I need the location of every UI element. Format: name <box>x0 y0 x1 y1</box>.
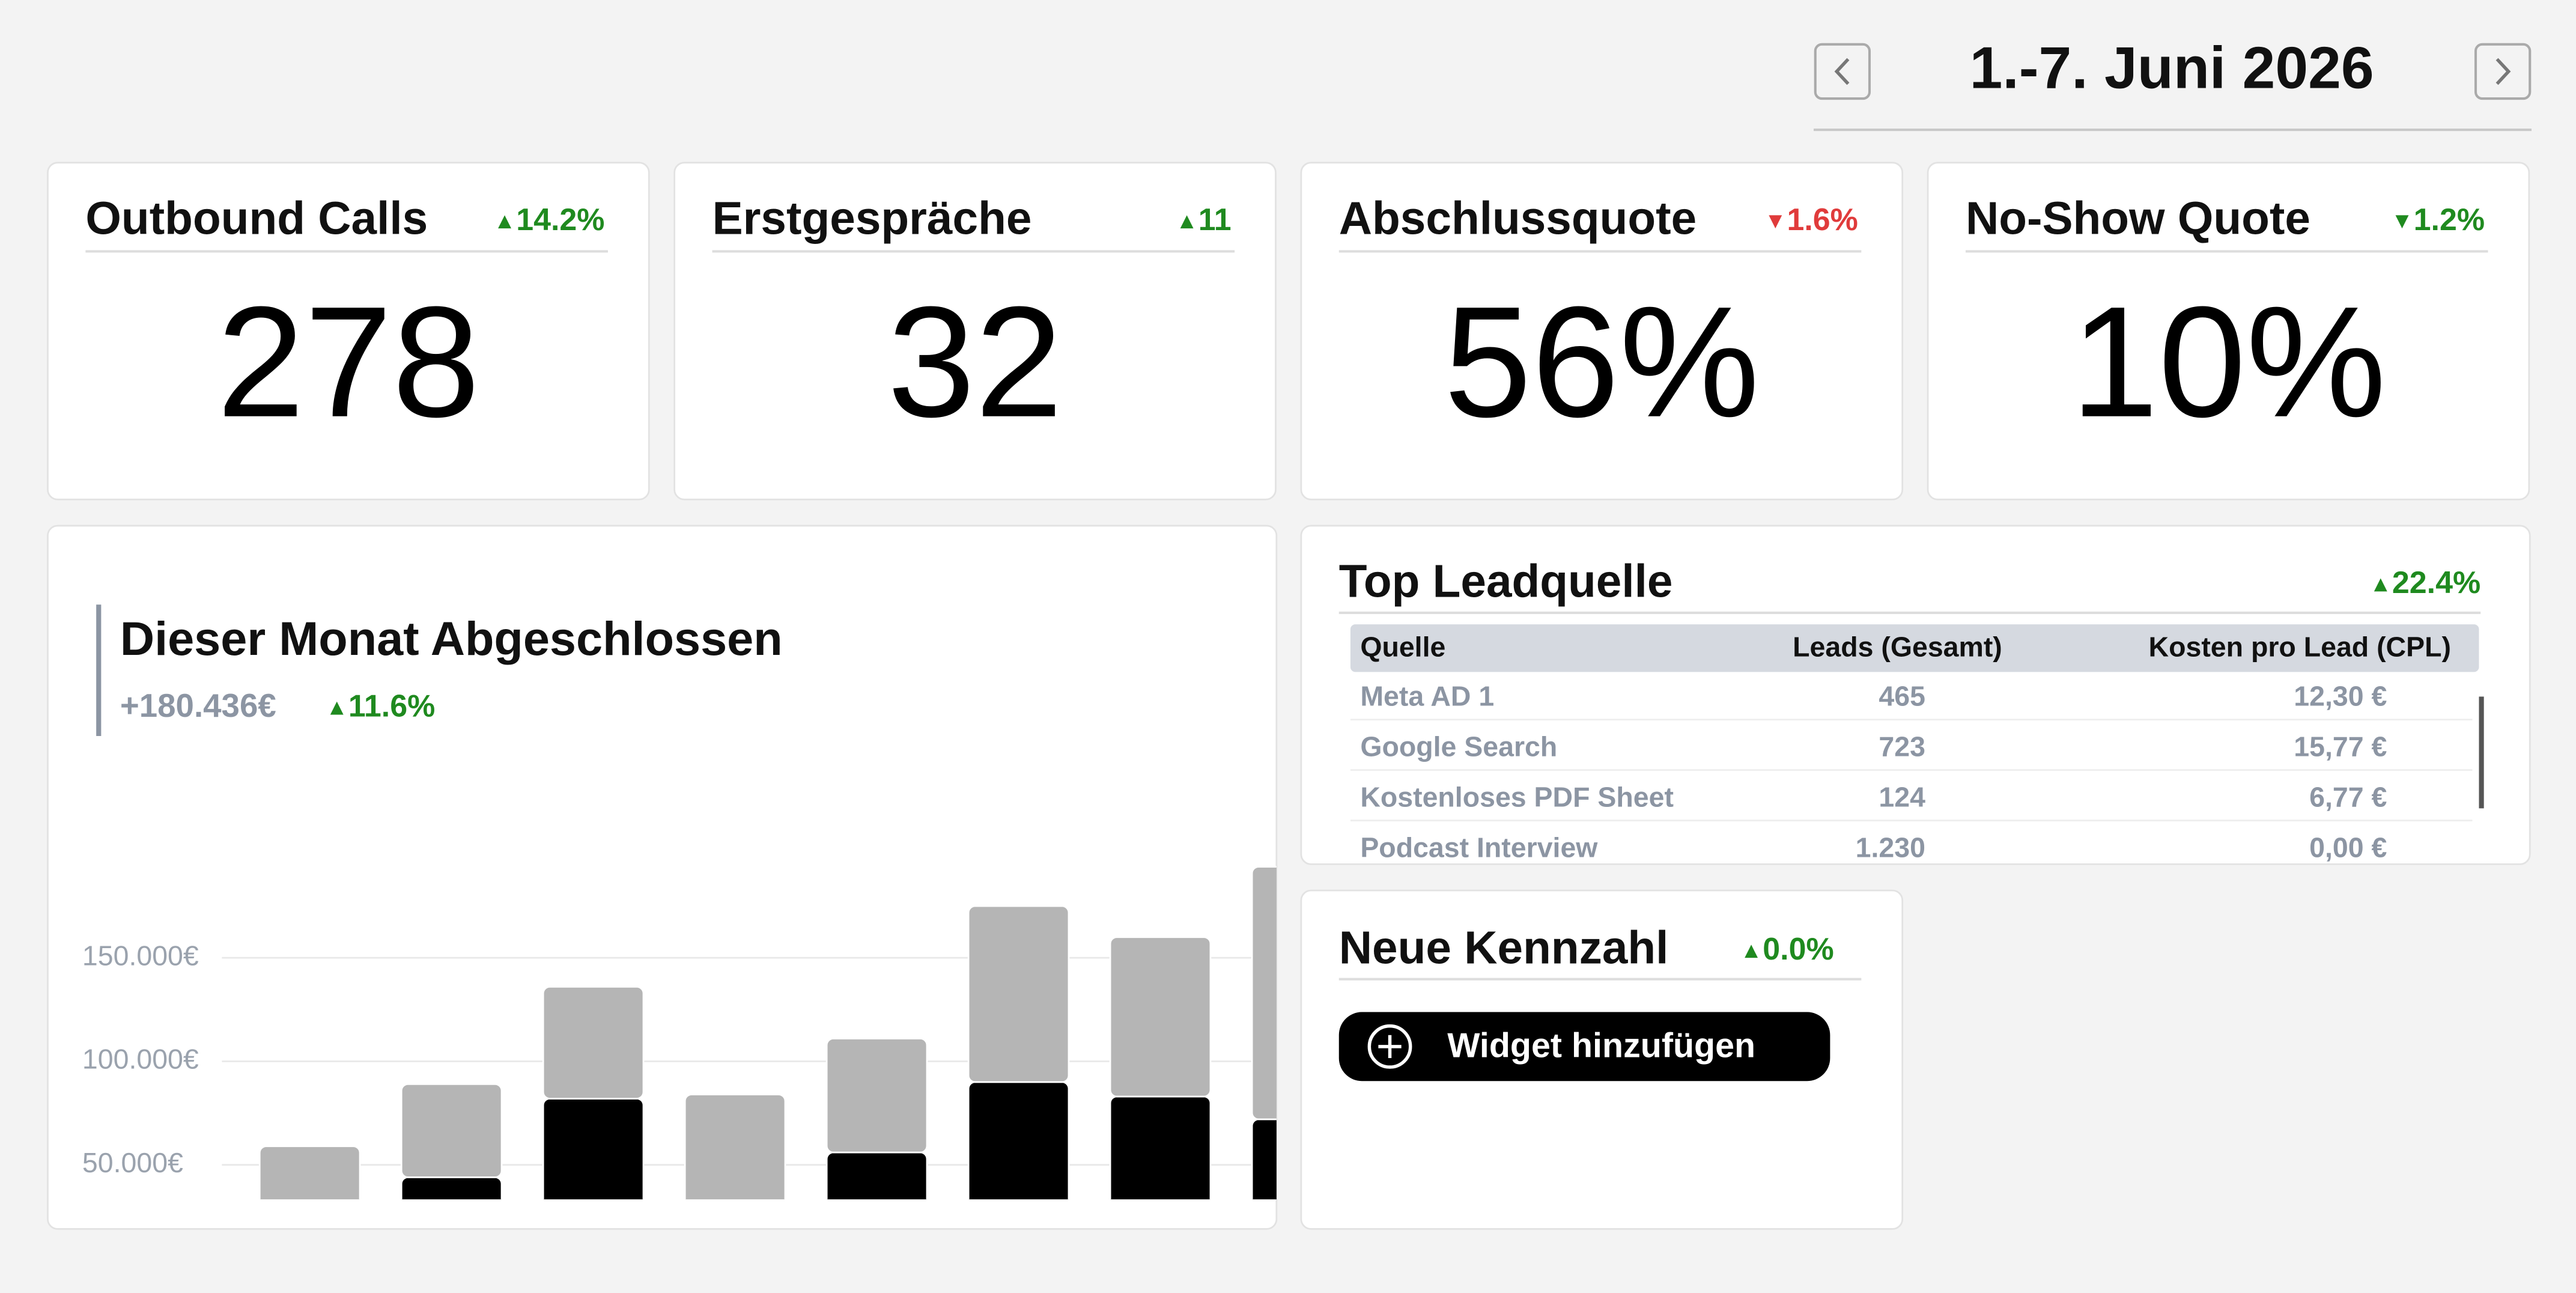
bar-segment <box>258 1145 361 1200</box>
kpi-value: 56% <box>1444 273 1760 450</box>
trend-change: 0.0% <box>1763 932 1833 967</box>
bar-segment <box>1251 866 1277 1121</box>
kpi-card <box>47 162 650 500</box>
trend-arrow <box>330 701 344 715</box>
column-header: Leads (Gesamt) <box>1793 631 2002 662</box>
y-tick-label: 150.000€ <box>82 940 199 971</box>
next-icon <box>2496 58 2511 85</box>
table-cell: 124 <box>1879 781 1925 812</box>
bar-segment <box>967 905 1070 1083</box>
next-button[interactable] <box>2474 43 2532 100</box>
plus-icon <box>1378 1035 1402 1058</box>
table-cell: 6,77 € <box>2309 781 2387 812</box>
button-label: Widget hinzufügen <box>1447 1027 1755 1065</box>
kpi-value: 32 <box>887 273 1063 450</box>
bar-segment <box>400 1083 503 1178</box>
leads-card <box>1300 525 2531 865</box>
prev-button[interactable] <box>1814 43 1871 100</box>
leads-title: Top Leadquelle <box>1339 556 1673 607</box>
bar-chart <box>222 866 1277 1200</box>
kpi-title: No-Show Quote <box>1966 193 2310 244</box>
kpi-title: Abschlussquote <box>1339 193 1697 244</box>
trend-change: 11.6% <box>348 689 435 723</box>
trend-change: 22.4% <box>2392 565 2480 600</box>
column-header: Quelle <box>1360 631 1445 662</box>
table-cell: Google Search <box>1360 731 1557 762</box>
kpi-row: Outbound Calls 14.2% 278 Erstgespräche 11 32 A… <box>47 162 2530 500</box>
y-tick-label: 50.000€ <box>82 1147 183 1178</box>
revenue-amount: +180.436€ <box>120 687 276 724</box>
bar-segment <box>542 986 645 1100</box>
table-cell: 465 <box>1879 680 1925 711</box>
kpi-card <box>1300 162 1904 500</box>
trend-change: 1.6% <box>1787 202 1858 237</box>
kpi-card <box>673 162 1277 500</box>
date-range: 1.-7. Juni 2026 <box>1970 34 2374 100</box>
leads-table: Meta AD 1 465 12,30 € Google Search 723 15,77… <box>1350 680 2473 863</box>
revenue-title: Dieser Monat Abgeschlossen <box>120 612 783 665</box>
table-cell: 0,00 € <box>2309 832 2387 863</box>
table-cell: Meta AD 1 <box>1360 680 1494 711</box>
trend-change: 14.2% <box>516 202 604 237</box>
table-cell: 12,30 € <box>2294 680 2387 711</box>
kpi-value: 278 <box>217 273 480 450</box>
trend-arrow <box>2374 578 2387 592</box>
table-cell: 723 <box>1879 731 1925 762</box>
add-widget-button[interactable] <box>1338 1012 1830 1082</box>
kpi-value: 10% <box>2071 273 2386 450</box>
kpi-card <box>1927 162 2530 500</box>
bar-segment <box>684 1094 786 1200</box>
table-cell: 1.230 <box>1856 832 1925 863</box>
bar-segment <box>825 1038 928 1154</box>
trend-change: 1.2% <box>2414 202 2485 237</box>
table-cell: Kostenloses PDF Sheet <box>1360 781 1674 812</box>
trend-arrow <box>1180 215 1194 229</box>
plus-icon <box>1367 1024 1412 1069</box>
kpi-title: Erstgespräche <box>712 193 1032 244</box>
table-cell: Podcast Interview <box>1360 832 1598 863</box>
prev-icon <box>1834 58 1850 85</box>
kpi-title: Outbound Calls <box>85 193 428 244</box>
trend-arrow <box>498 215 511 229</box>
scrollbar[interactable] <box>2479 696 2484 809</box>
widget-title: Neue Kennzahl <box>1339 922 1669 973</box>
trend-arrow <box>1769 215 1782 229</box>
trend-arrow <box>1745 945 1758 958</box>
trend-arrow <box>2395 215 2409 229</box>
trend-change: 11 <box>1198 202 1232 237</box>
table-cell: 15,77 € <box>2294 731 2387 762</box>
y-tick-label: 100.000€ <box>82 1044 199 1075</box>
column-header: Kosten pro Lead (CPL) <box>2149 631 2451 662</box>
bar-segment <box>1109 936 1212 1098</box>
bar-segment <box>1251 1118 1277 1200</box>
table-header <box>1350 624 2479 672</box>
